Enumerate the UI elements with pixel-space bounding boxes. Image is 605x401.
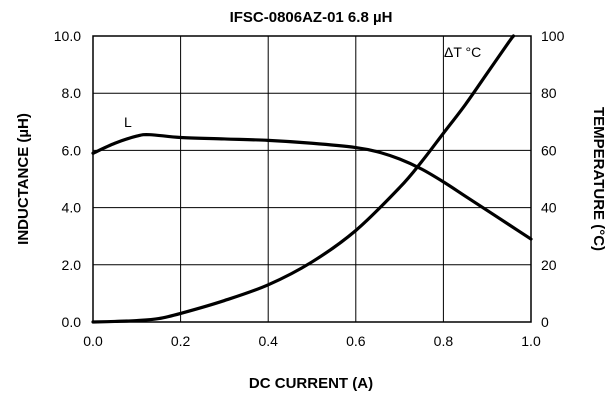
grid-lines [92, 35, 532, 323]
y-left-tick-label: 2.0 [62, 257, 82, 273]
series-label-inductance: L [124, 114, 132, 130]
y-right-tick-label: 20 [541, 257, 557, 273]
y-right-ticks: 0 20 40 60 80 100 [541, 28, 565, 330]
x-tick-label: 1.0 [521, 333, 541, 349]
chart-title: IFSC-0806AZ-01 6.8 µH [230, 9, 393, 26]
y-left-tick-label: 10.0 [54, 28, 81, 44]
y-left-tick-label: 4.0 [62, 200, 82, 216]
x-tick-label: 0.2 [171, 333, 191, 349]
y-left-ticks: 0.0 2.0 4.0 6.0 8.0 10.0 [54, 28, 81, 330]
y-right-axis-label: TEMPERATURE (°C) [590, 107, 605, 251]
y-right-tick-label: 40 [541, 200, 557, 216]
x-tick-label: 0.6 [346, 333, 366, 349]
y-left-axis-label: INDUCTANCE (µH) [15, 113, 32, 245]
series-line-temperature [91, 34, 516, 324]
x-axis-label: DC CURRENT (A) [249, 375, 373, 392]
x-tick-label: 0.0 [83, 333, 103, 349]
series-label-temperature: ΔT °C [444, 44, 481, 60]
y-left-tick-label: 0.0 [62, 314, 82, 330]
y-left-tick-label: 6.0 [62, 142, 82, 158]
series-layer [91, 34, 533, 324]
y-right-tick-label: 100 [541, 28, 565, 44]
x-ticks: 0.0 0.2 0.4 0.6 0.8 1.0 [83, 333, 541, 349]
y-right-tick-label: 80 [541, 85, 557, 101]
plot-frame [92, 35, 532, 323]
y-right-tick-label: 60 [541, 142, 557, 158]
y-right-tick-label: 0 [541, 314, 549, 330]
x-tick-label: 0.4 [258, 333, 278, 349]
x-tick-label: 0.8 [434, 333, 454, 349]
series-line-inductance [91, 132, 533, 241]
y-left-tick-label: 8.0 [62, 85, 82, 101]
